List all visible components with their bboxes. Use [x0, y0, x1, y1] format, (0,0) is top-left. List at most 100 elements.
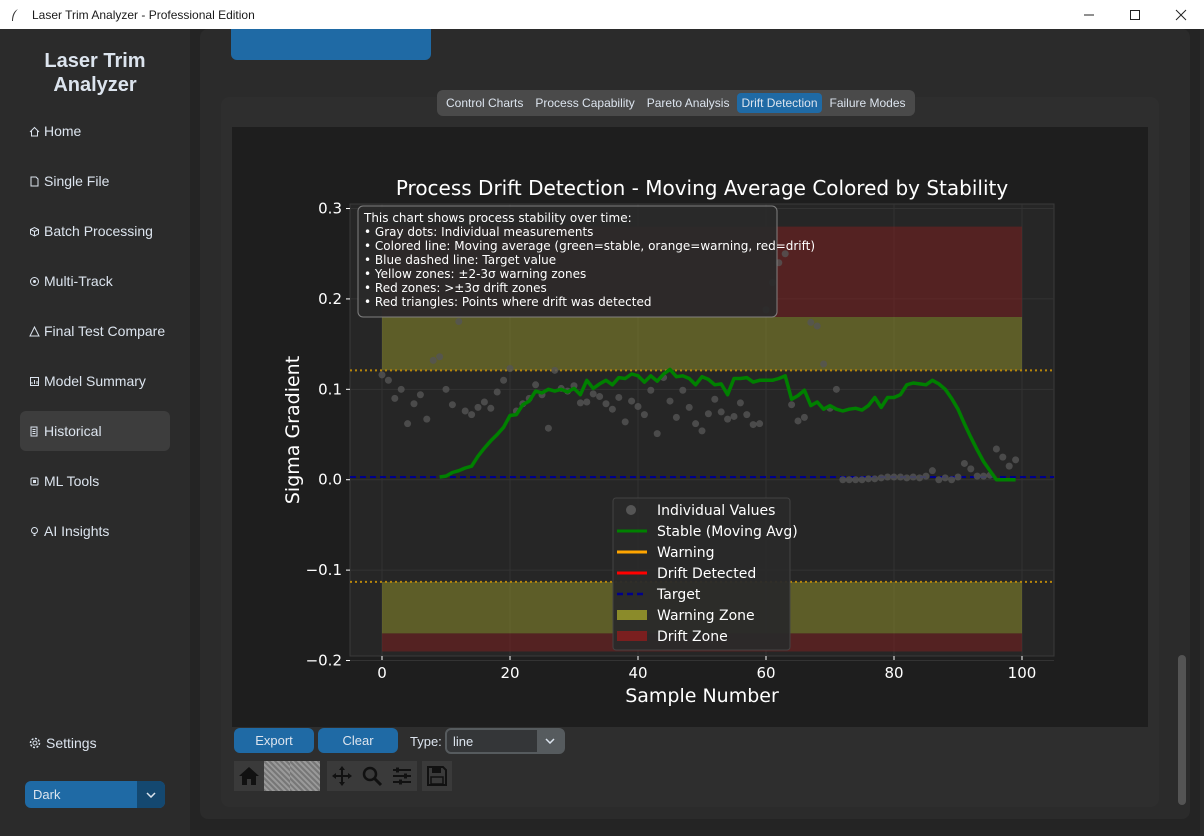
track-icon: [28, 275, 40, 287]
sidebar-item-label: AI Insights: [44, 523, 110, 539]
sidebar-item-label: Multi-Track: [44, 273, 113, 289]
data-point: [948, 476, 956, 484]
settings-button[interactable]: Settings: [28, 735, 97, 751]
back-icon[interactable]: [264, 761, 294, 791]
x-tick-label: 40: [628, 664, 647, 682]
data-point: [506, 365, 514, 373]
settings-label: Settings: [46, 735, 97, 751]
data-point: [500, 376, 508, 384]
sidebar-item-ai-insights[interactable]: AI Insights: [20, 511, 170, 551]
configure-subplots-icon[interactable]: [387, 761, 417, 791]
clear-button[interactable]: Clear: [318, 728, 398, 753]
data-point: [743, 411, 751, 419]
chart-type-select[interactable]: line: [445, 728, 565, 754]
data-point: [416, 391, 424, 399]
sidebar-item-historical[interactable]: Historical: [20, 411, 170, 451]
data-point: [896, 473, 904, 481]
x-tick-label: 80: [884, 664, 903, 682]
data-point: [621, 418, 629, 426]
x-tick-label: 60: [756, 664, 775, 682]
sidebar-item-final-test-compare[interactable]: Final Test Compare: [20, 311, 170, 351]
sidebar-item-label: Historical: [44, 423, 102, 439]
close-button[interactable]: [1158, 0, 1204, 29]
window-titlebar: Laser Trim Analyzer - Professional Editi…: [0, 0, 1204, 29]
data-point: [813, 322, 821, 330]
data-point: [724, 415, 732, 423]
data-point: [429, 356, 437, 364]
info-box: [357, 205, 778, 318]
info-line: • Red zones: >±3σ drift zones: [364, 281, 547, 295]
summary-icon: [28, 375, 40, 387]
data-point: [858, 476, 866, 484]
data-point: [468, 411, 476, 419]
legend-label: Warning: [657, 545, 715, 561]
data-point: [903, 474, 911, 482]
data-point: [551, 366, 559, 374]
y-tick-label: 0.1: [318, 380, 342, 398]
analysis-tabs: Control Charts Process Capability Pareto…: [437, 90, 915, 116]
maximize-button[interactable]: [1112, 0, 1158, 29]
sidebar-item-ml-tools[interactable]: ML Tools: [20, 461, 170, 501]
zoom-icon[interactable]: [357, 761, 387, 791]
data-point: [832, 385, 840, 393]
sidebar-item-batch-processing[interactable]: Batch Processing: [20, 211, 170, 251]
legend-swatch: [626, 505, 636, 515]
compare-icon: [28, 325, 40, 337]
home-view-icon[interactable]: [234, 761, 264, 791]
pan-icon[interactable]: [327, 761, 357, 791]
data-point: [992, 445, 1000, 453]
data-point: [788, 401, 796, 409]
data-point: [410, 400, 418, 408]
data-point: [487, 404, 495, 412]
data-point: [794, 417, 802, 425]
data-point: [685, 403, 693, 411]
legend-label: Target: [656, 587, 701, 603]
data-point: [442, 385, 450, 393]
chevron-down-icon[interactable]: [537, 730, 563, 752]
data-point: [781, 250, 789, 258]
save-figure-icon[interactable]: [422, 761, 452, 791]
x-tick-label: 20: [500, 664, 519, 682]
sidebar-item-multi-track[interactable]: Multi-Track: [20, 261, 170, 301]
tab-pareto-analysis[interactable]: Pareto Analysis: [646, 96, 730, 110]
data-point: [698, 427, 706, 435]
data-point: [404, 420, 412, 428]
main-scrollbar[interactable]: [1178, 655, 1186, 805]
y-tick-label: −0.2: [306, 652, 342, 670]
legend-label: Drift Zone: [657, 629, 728, 645]
chevron-down-icon[interactable]: [137, 781, 165, 808]
tab-failure-modes[interactable]: Failure Modes: [829, 96, 906, 110]
data-point: [704, 410, 712, 418]
info-line: This chart shows process stability over …: [363, 211, 632, 225]
tab-process-capability[interactable]: Process Capability: [535, 96, 635, 110]
box-icon: [28, 225, 40, 237]
y-tick-label: 0.0: [318, 471, 342, 489]
sidebar-item-home[interactable]: Home: [20, 111, 170, 151]
data-point: [852, 476, 860, 484]
data-point: [916, 474, 924, 482]
data-point: [884, 473, 892, 481]
legend-label: Warning Zone: [657, 608, 755, 624]
data-point: [583, 398, 591, 406]
data-point: [589, 390, 597, 398]
data-point: [544, 424, 552, 432]
info-line: • Blue dashed line: Target value: [364, 253, 556, 267]
top-action-button[interactable]: [231, 29, 431, 60]
minimize-button[interactable]: [1066, 0, 1112, 29]
sidebar-item-model-summary[interactable]: Model Summary: [20, 361, 170, 401]
data-point: [999, 453, 1007, 461]
appearance-mode-select[interactable]: Dark: [25, 781, 165, 808]
data-point: [384, 376, 392, 384]
data-point: [935, 476, 943, 484]
export-button[interactable]: Export: [234, 728, 314, 753]
data-point: [532, 381, 540, 389]
warning-zone-upper: [382, 317, 1022, 371]
tab-drift-detection[interactable]: Drift Detection: [737, 93, 822, 113]
feather-icon: [10, 8, 24, 22]
info-line: • Colored line: Moving average (green=st…: [364, 239, 815, 253]
tab-control-charts[interactable]: Control Charts: [446, 96, 524, 110]
forward-icon[interactable]: [290, 761, 320, 791]
app-brand: Laser Trim Analyzer: [0, 49, 190, 97]
data-point: [634, 402, 642, 410]
sidebar-item-single-file[interactable]: Single File: [20, 161, 170, 201]
